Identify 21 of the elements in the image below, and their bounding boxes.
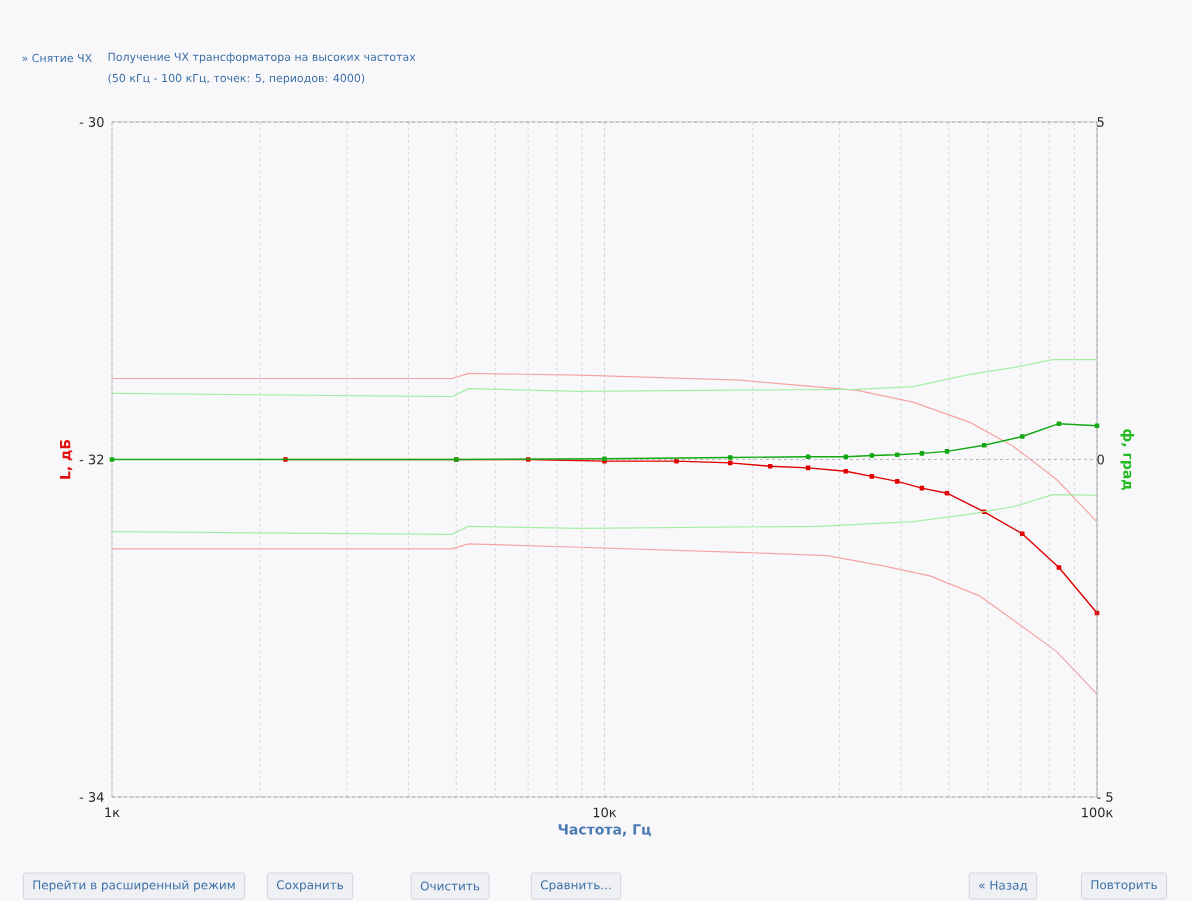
y2-tick-label: - 5 <box>1097 792 1113 802</box>
text: Сравнить... <box>540 880 611 892</box>
y2-tick-label: 0 <box>1097 454 1104 465</box>
x-tick-label: 100к <box>1082 807 1113 818</box>
x-tick-label: 10к <box>593 807 617 818</box>
text: (50 кГц - 100 кГц, точек: 5, периодов: 4000) <box>108 73 365 85</box>
text: Сохранить <box>276 880 344 892</box>
text: « Назад <box>979 880 1028 892</box>
x-axis-title: Частота, Гц <box>558 824 651 837</box>
text: Повторить <box>1091 880 1157 892</box>
y-tick-label: - 32 <box>79 454 104 465</box>
text: Перейти в расширенный режим <box>33 880 235 892</box>
y-tick-label: - 30 <box>79 117 104 127</box>
y2-axis-title: ф, град <box>1120 429 1135 490</box>
y2-tick-label: 5 <box>1097 117 1104 127</box>
chart-subtitle: Получение ЧХ трансформатора на высоких частотах <box>108 52 416 64</box>
y-axis-title: L, дБ <box>60 439 73 479</box>
text: Очистить <box>420 881 480 891</box>
y-tick-label: - 34 <box>79 792 104 802</box>
x-tick-label: 1к <box>105 807 120 817</box>
text: » Снятие ЧХ <box>22 53 92 63</box>
